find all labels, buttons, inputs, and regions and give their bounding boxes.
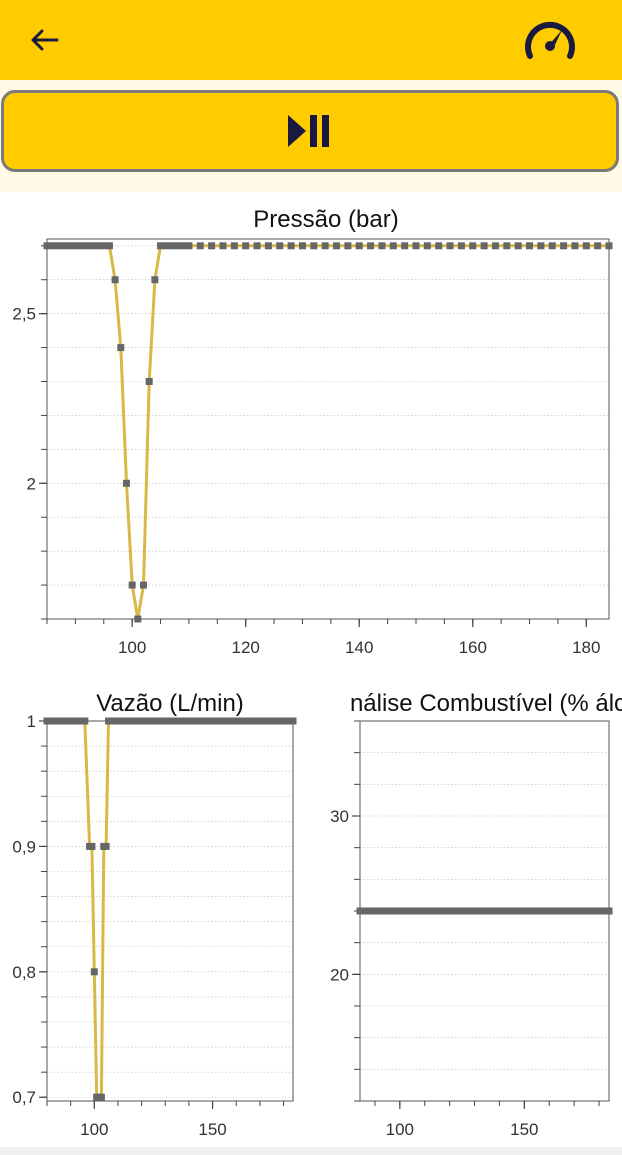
y-tick-label: 20 (330, 965, 349, 984)
bottom-bar (0, 1147, 622, 1155)
x-tick-label: 100 (386, 1120, 414, 1139)
chart-title: nálise Combustível (% álc (350, 690, 622, 717)
x-tick-label: 150 (510, 1120, 538, 1139)
y-tick-label: 30 (330, 807, 349, 826)
data-point (606, 908, 613, 915)
